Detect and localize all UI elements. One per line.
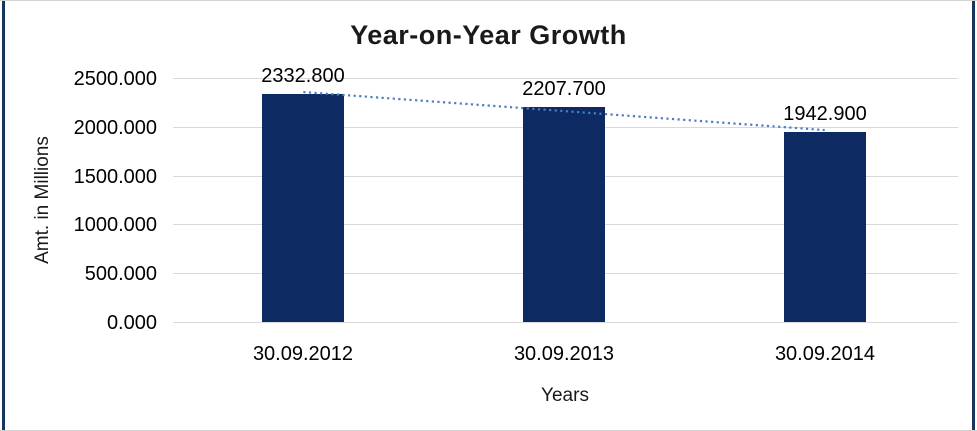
bar-value-label: 1942.900 (783, 103, 867, 125)
y-axis-title: Amt. in Millions (32, 136, 53, 264)
bar-30.09.2012 (262, 94, 344, 322)
x-tick-label: 30.09.2012 (252, 343, 354, 365)
bar-30.09.2013 (523, 107, 605, 322)
right-edge-accent (972, 1, 975, 430)
y-tick-label: 0.000 (106, 312, 157, 334)
y-tick-label: 1500.000 (73, 166, 157, 188)
y-gridline (173, 78, 958, 79)
chart-title: Year-on-Year Growth (350, 20, 627, 50)
bar-value-label: 2332.800 (261, 65, 345, 87)
x-tick-label: 30.09.2014 (774, 343, 876, 365)
bar-value-label: 2207.700 (522, 78, 606, 100)
y-gridline (173, 322, 958, 323)
x-tick-label: 30.09.2013 (513, 343, 615, 365)
bar-30.09.2014 (784, 132, 866, 322)
y-tick-label: 500.000 (84, 263, 157, 285)
left-edge-accent (2, 1, 5, 430)
y-tick-label: 1000.000 (73, 214, 157, 236)
x-axis-title: Years (541, 385, 589, 406)
y-tick-label: 2000.000 (73, 117, 157, 139)
y-tick-label: 2500.000 (73, 68, 157, 90)
